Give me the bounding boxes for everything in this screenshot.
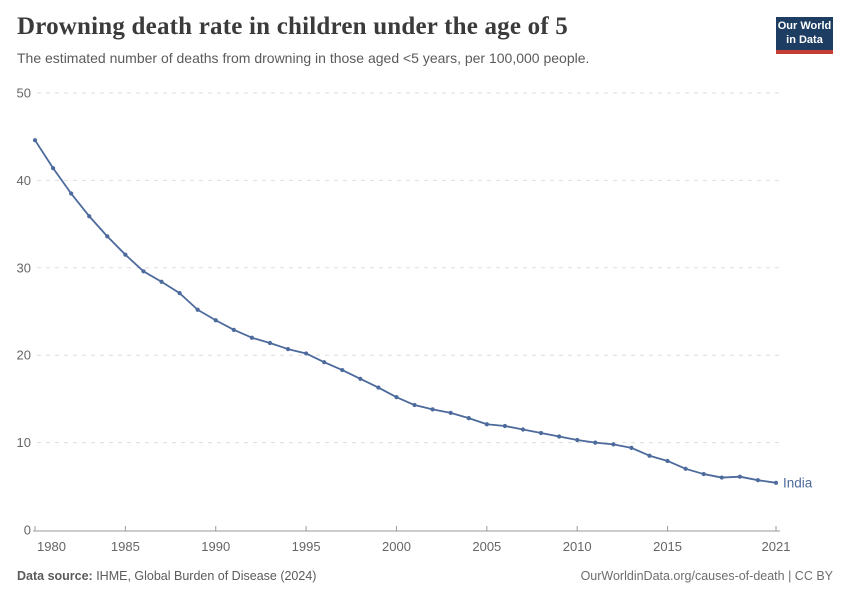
data-point <box>159 279 164 284</box>
data-point <box>412 402 417 408</box>
x-tick-label: 2005 <box>472 539 501 554</box>
data-point <box>647 453 652 458</box>
data-point <box>665 458 670 464</box>
data-point <box>376 385 381 390</box>
data-point <box>683 466 688 471</box>
data-point <box>484 422 489 427</box>
data-point <box>448 410 453 415</box>
x-tick-label: 1995 <box>292 539 321 554</box>
data-point <box>358 376 363 381</box>
data-point <box>87 214 92 219</box>
data-point <box>737 474 742 479</box>
data-point <box>430 407 435 412</box>
data-point <box>195 307 200 312</box>
data-point <box>575 437 580 443</box>
owid-logo: Our World in Data <box>776 17 833 54</box>
credit-line: OurWorldinData.org/causes-of-death | CC … <box>580 569 833 583</box>
data-point <box>123 252 128 257</box>
y-tick-label: 40 <box>17 173 31 188</box>
y-tick-label: 0 <box>24 523 31 538</box>
x-tick-label: 1990 <box>201 539 230 554</box>
data-point <box>394 395 399 400</box>
data-point <box>502 423 508 429</box>
data-point <box>538 430 544 436</box>
data-point <box>520 427 526 432</box>
data-point <box>249 335 254 340</box>
data-point <box>177 291 182 296</box>
x-tick-label: 2015 <box>653 539 682 554</box>
chart-footer: Data source: IHME, Global Burden of Dise… <box>17 569 833 583</box>
logo-line1: Our World <box>777 20 832 32</box>
data-point <box>322 360 327 365</box>
y-tick-label: 30 <box>17 260 31 275</box>
data-point <box>701 471 706 477</box>
series-end-label: India <box>783 475 813 490</box>
data-point <box>69 191 74 196</box>
x-tick-label: 2000 <box>382 539 411 554</box>
data-point <box>213 318 218 323</box>
chart-subtitle: The estimated number of deaths from drow… <box>17 50 590 66</box>
data-point <box>50 166 56 171</box>
logo-line2: in Data <box>786 33 823 46</box>
x-tick-label: 1980 <box>37 539 66 554</box>
data-point <box>755 478 761 483</box>
data-point <box>340 367 345 373</box>
data-line <box>34 139 777 484</box>
data-point <box>231 327 236 332</box>
data-point <box>141 269 146 274</box>
y-tick-label: 10 <box>17 435 31 450</box>
data-point <box>303 351 309 356</box>
data-point <box>285 346 291 352</box>
data-point <box>267 340 273 346</box>
data-point <box>105 234 110 239</box>
data-point <box>32 138 38 143</box>
y-tick-label: 20 <box>17 348 31 363</box>
data-point <box>593 440 598 445</box>
page-title: Drowning death rate in children under th… <box>17 13 568 40</box>
data-source-label: Data source: <box>17 569 93 583</box>
data-point <box>773 480 779 485</box>
x-tick-label: 2021 <box>762 539 791 554</box>
data-point <box>611 442 616 447</box>
y-tick-label: 50 <box>17 86 31 101</box>
data-source: Data source: IHME, Global Burden of Dise… <box>17 569 316 583</box>
data-point <box>719 475 724 480</box>
x-tick-label: 1985 <box>111 539 140 554</box>
data-point <box>557 434 562 439</box>
x-tick-label: 2010 <box>563 539 592 554</box>
data-point <box>466 416 471 421</box>
data-source-value: IHME, Global Burden of Disease (2024) <box>92 569 317 583</box>
data-point <box>629 445 634 450</box>
